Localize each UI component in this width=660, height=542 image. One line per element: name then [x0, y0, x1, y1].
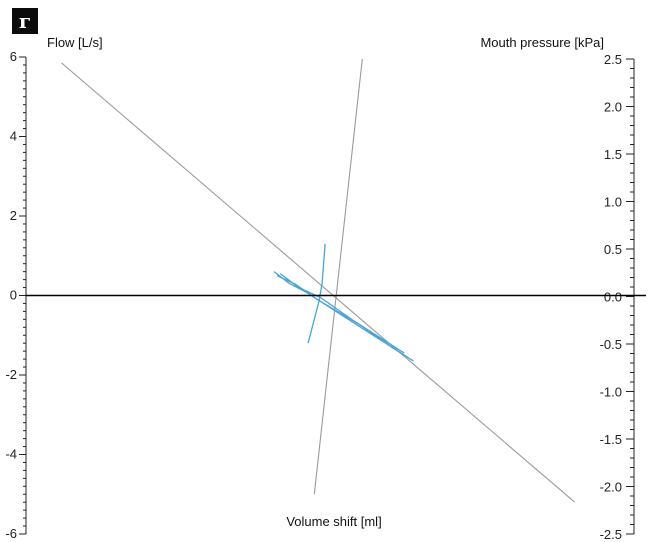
right-tick-label: -1.5 [600, 432, 622, 447]
series-line-6 [276, 275, 414, 362]
left-tick-label: 4 [10, 129, 17, 144]
right-tick-label: 2.5 [604, 52, 622, 67]
right-tick-label: 0.5 [604, 242, 622, 257]
right-tick-label: 0.0 [604, 290, 622, 305]
left-tick-label: -4 [5, 447, 17, 462]
right-tick-label: 1.5 [604, 147, 622, 162]
left-tick-label: -2 [5, 367, 17, 382]
right-axis-ticks: 2.5 2.0 1.5 1.0 0.5 0.0 -0.5 -1.0 -1.5 -2.0 -2.5 [600, 52, 634, 542]
right-axis-title: Mouth pressure [kPa] [480, 35, 604, 50]
right-tick-label: 2.0 [604, 100, 622, 115]
left-tick-label: 0 [10, 288, 17, 303]
panel-label-box [12, 8, 38, 34]
left-tick-label: 2 [10, 208, 17, 223]
left-axis-ticks: 6 4 2 0 -2 -4 -6 [5, 49, 26, 541]
series-layer [26, 58, 646, 503]
panel-label: г [19, 9, 31, 33]
right-tick-label: -1.0 [600, 385, 622, 400]
left-tick-label: 6 [10, 49, 17, 64]
x-axis-title: Volume shift [ml] [286, 514, 381, 529]
series-line-3 [307, 243, 326, 344]
series-line-5 [279, 273, 405, 354]
right-tick-label: -0.5 [600, 337, 622, 352]
left-axis-title: Flow [L/s] [47, 35, 103, 50]
right-tick-label: 1.0 [604, 195, 622, 210]
left-tick-label: -6 [5, 526, 17, 541]
series-line-1 [61, 62, 576, 503]
series-line-2 [313, 58, 363, 495]
right-tick-label: -2.5 [600, 527, 622, 542]
right-tick-label: -2.0 [600, 480, 622, 495]
